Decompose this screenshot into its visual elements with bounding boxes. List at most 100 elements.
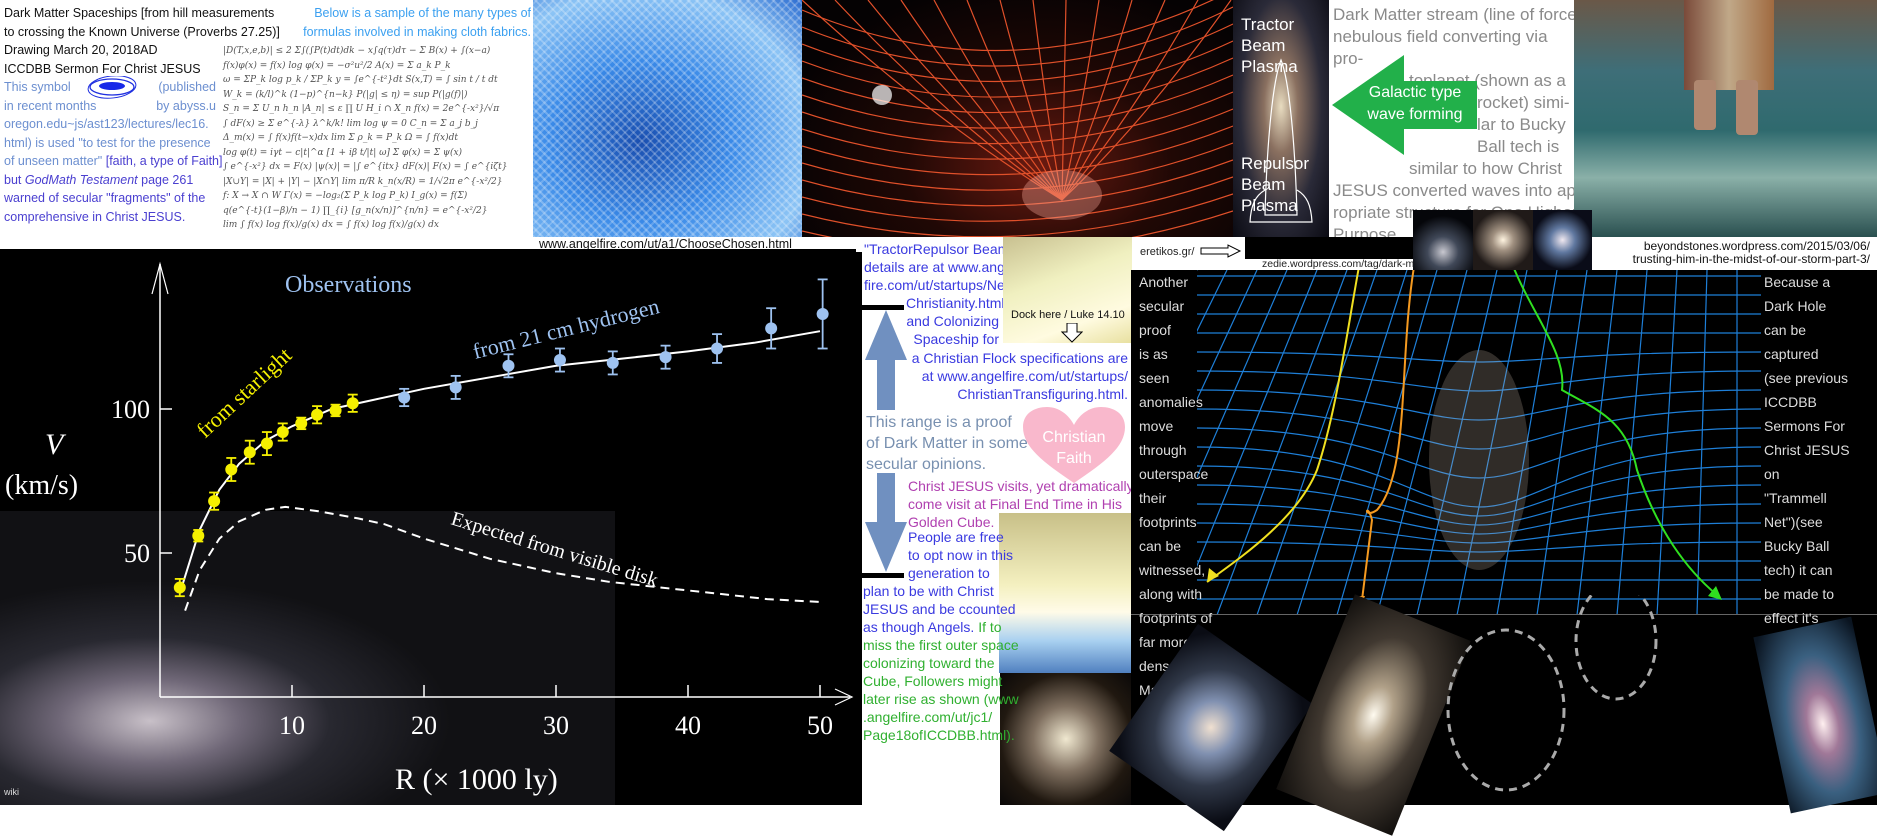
text-line: through [1139,442,1187,458]
grid-line [1197,389,1761,421]
symbol-text: by abyss.u [156,98,216,113]
grid-line [1197,541,1761,553]
symbol-text: in recent months [4,98,97,113]
secular-proof-text: Another secular proof is as seen anomalies mo… [1139,270,1219,726]
grid-line [1296,270,1408,615]
spacetime-grid-image [801,0,1234,253]
formula-line: f(x)φ(x) = f(x) log φ(x) = −σ²u²/2 A(x) … [223,60,451,71]
grid-line [1376,270,1468,615]
footprint-path [1361,270,1415,601]
golden-cube-image: Dock here / Luke 14.10 [1003,237,1132,343]
data-point [553,354,566,367]
glow [1022,170,1102,220]
left-arrow-icon [1332,55,1477,155]
grid-line [801,125,1234,176]
grid-line [834,0,1063,201]
tractor-label: Tractor Beam Plasma [1241,15,1298,76]
grid-line [867,0,1063,201]
grid-line [1456,270,1528,615]
repulsor-label: Repulsor Beam Plasma [1241,154,1310,215]
text: nebulous field converting via pro- [1333,27,1548,68]
rise-text: miss the first outer space colonizing tow… [863,637,1019,743]
eretikos-link[interactable]: eretikos.gr/ [1140,246,1195,258]
arrow-head-icon [1708,586,1722,600]
rising-crowd-image [1000,673,1132,805]
symbol-text: (published [158,80,216,94]
grid-line [1061,0,1199,201]
text-line: anomalies [1139,394,1203,410]
expected-label: Expected from visible disk [449,508,661,592]
data-point [243,446,256,459]
grid-line [801,74,1234,129]
expected-curve [184,505,821,611]
dark-hole-text: Because a Dark Hole can be captured (see pre… [1764,270,1876,678]
grid-line [801,0,1063,201]
grid-line [1032,0,1063,201]
title-line: Dark Matter Spaceships [from hill measur… [4,6,275,20]
visits-text: Christ JESUS visits, yet dramatically Wi… [908,478,1161,530]
series-label: from 21 cm hydrogen [470,293,662,364]
grid-line [1576,270,1618,615]
arrow-head-icon [1207,568,1219,582]
spacetime-warp-grid [1197,270,1761,615]
grid-line [801,159,1234,207]
text: page 261 [137,172,194,187]
grid-line [1197,270,1288,479]
formula-line: S_n = Σ U_n h_n |A_n| ≤ ε ∏ U H_i ∩ X_n … [223,104,500,114]
grid-line [1197,270,1228,333]
grid-line [1696,270,1708,615]
range-proof-text: This range is a proof of Dark Matter in s… [866,414,1028,473]
golden-cube-image-2 [999,513,1132,673]
text-line: footprints [1139,514,1197,530]
symbol-text: This symbol [4,80,71,94]
text-line: their [1139,490,1167,506]
free-text: People are free to opt now in this generat… [908,529,1014,581]
intro-text: Dark Matter Spaceships [from hill measur… [4,4,280,226]
grid-line [999,0,1063,201]
formulas-caption: Below is a sample of the many types of f… [303,6,531,39]
text: warned of secular "fragments" of the [4,191,206,205]
credit-label: wiki [4,787,19,797]
grid-line [1256,270,1378,615]
data-point [449,381,462,394]
spacetime-grid [801,0,1234,253]
mesh-caption-link[interactable]: www.angelfire.com/ut/a1/ChooseChosen.htm… [539,237,792,251]
grid-line [801,91,1234,145]
text: but [4,172,25,187]
arrow-label: Galactic type wave forming [1367,84,1463,123]
text-line: far more [1139,634,1192,650]
text-line: ICCDBB [1764,394,1817,410]
text-line: move [1139,418,1174,434]
walking-on-water-painting [1574,0,1877,237]
x-tick-label: 10 [279,711,305,740]
jesus-caption-link[interactable]: beyondstones.wordpress.com/2015/03/06/tr… [1632,239,1870,266]
x-tick-label: 20 [411,711,437,740]
text-line: Bucky Ball [1764,538,1830,554]
text-line: be made to [1764,586,1835,602]
range-bottom-bar [862,573,904,578]
x-tick-label: 50 [807,711,833,740]
x-axis-arrow [834,688,854,706]
data-point [606,356,619,369]
data-point [398,391,411,404]
grid-line [900,0,1063,201]
zedie-link[interactable]: zedie.wordpress.com/tag/dark-matter/ [1262,258,1439,270]
grid-line [801,210,1234,253]
text-line: Dark Hole [1764,298,1827,314]
text: JESUS converted waves into app- [1333,181,1591,200]
grid-line [1616,270,1648,615]
grid-line [801,0,1214,52]
rotation-curve-chart: 10 20 30 40 50 50 100 V (km/s) R (× 1000 ly) Obser… [0,249,856,805]
grid-line [801,40,1234,98]
formula-line: ∫ e^{-x²} dx = F(x) |ψ(x)| = |∫ e^{itx} … [223,162,508,172]
grid-line [801,23,1234,83]
middle-column: "TractorRepulsor Beams" details are at ww… [856,237,1160,805]
text-line: can be [1764,322,1807,338]
grid-line [1197,522,1761,544]
formula-line: log φ(t) = iγt − c|t|^α [1 + iβ t/|t| ω]… [223,147,463,158]
text-line: Net")(see [1764,514,1823,530]
grid-line [1536,270,1588,615]
y-axis-unit: (km/s) [5,470,78,501]
data-point [311,408,324,421]
tractor-beam-image: Tractor Beam Plasma Repulsor Beam Plasma [1233,0,1329,237]
